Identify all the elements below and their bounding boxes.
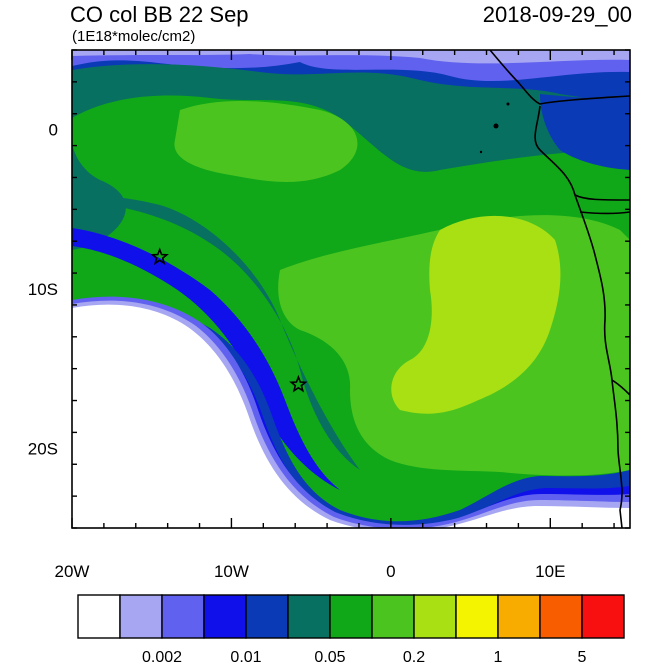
colorbar-box	[581, 594, 625, 639]
star-marker-1	[150, 247, 169, 266]
colorbar-box	[329, 594, 373, 639]
coastline	[489, 50, 630, 528]
colorbar-box	[245, 594, 289, 639]
map-units: (1E18*molec/cm2)	[72, 28, 196, 45]
y-tick-label: 10S	[28, 280, 58, 299]
colorbar-box	[497, 594, 541, 639]
colorbar-labels: 0.002 0.01 0.05 0.2 1 5	[142, 649, 587, 666]
colorbar-box	[77, 594, 121, 639]
map-datetime: 2018-09-29_00	[482, 2, 632, 27]
colorbar-label: 0.05	[314, 649, 345, 666]
colorbar-label: 1	[494, 649, 503, 666]
colorbar-label: 0.2	[403, 649, 425, 666]
colorbar-label: 5	[578, 649, 587, 666]
y-axis-labels: 0 10S 20S	[28, 121, 58, 459]
x-tick-label: 20W	[55, 562, 90, 581]
field-plume-core	[391, 215, 561, 414]
field-north-plume	[174, 100, 358, 182]
field-gulf-blue	[540, 94, 630, 170]
colorbar-label: 0.002	[142, 649, 182, 666]
axis-ticks	[71, 49, 630, 529]
co-field	[72, 50, 630, 528]
x-tick-label: 0	[386, 562, 395, 581]
colorbar-box	[539, 594, 583, 639]
star-marker-2	[289, 374, 308, 393]
map-title: CO col BB 22 Sep	[70, 2, 249, 27]
field-no-data	[72, 304, 630, 528]
colorbar	[77, 594, 625, 639]
markers	[150, 247, 308, 393]
colorbar-box	[455, 594, 499, 639]
x-tick-label: 10E	[535, 562, 565, 581]
plot-frame	[71, 49, 631, 529]
colorbar-box	[413, 594, 457, 639]
colorbar-box	[371, 594, 415, 639]
islands	[479, 102, 510, 154]
colorbar-box	[203, 594, 247, 639]
colorbar-box	[161, 594, 205, 639]
field-north-light	[72, 50, 630, 64]
colorbar-box	[287, 594, 331, 639]
y-tick-label: 0	[49, 121, 58, 140]
y-tick-label: 20S	[28, 439, 58, 458]
colorbar-label: 0.01	[230, 649, 261, 666]
x-tick-label: 10W	[214, 562, 249, 581]
colorbar-box	[119, 594, 163, 639]
x-axis-labels: 20W 10W 0 10E	[55, 562, 566, 581]
